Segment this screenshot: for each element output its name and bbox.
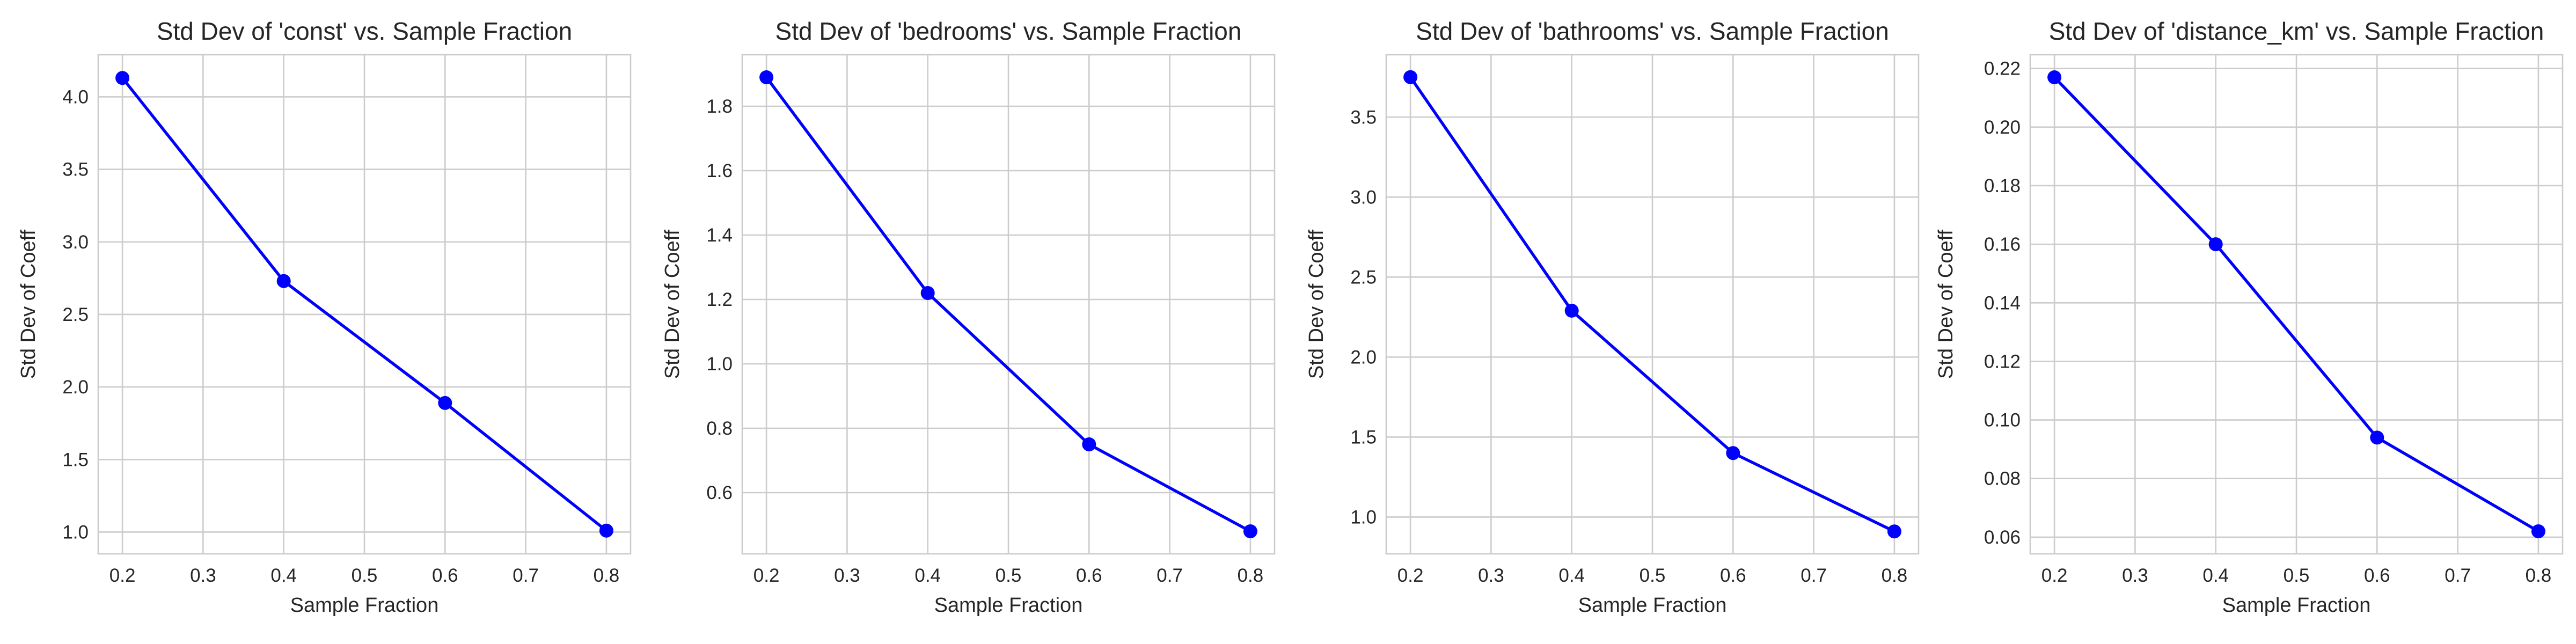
- x-tick-label: 0.4: [270, 565, 297, 586]
- x-tick-label: 0.8: [594, 565, 620, 586]
- data-point: [115, 71, 130, 85]
- x-axis-label: Sample Fraction: [2222, 594, 2371, 617]
- y-tick-label: 2.5: [1350, 267, 1377, 288]
- y-tick-label: 0.12: [1984, 351, 2021, 372]
- y-tick-label: 1.4: [706, 225, 733, 246]
- y-tick-label: 0.8: [706, 418, 733, 439]
- data-point: [1243, 524, 1257, 538]
- y-tick-label: 2.0: [1350, 347, 1377, 368]
- y-tick-label: 0.22: [1984, 58, 2021, 79]
- y-tick-label: 0.20: [1984, 117, 2021, 138]
- data-point: [438, 396, 452, 410]
- y-tick-label: 2.5: [62, 304, 89, 325]
- y-tick-label: 4.0: [62, 86, 89, 107]
- y-tick-label: 3.5: [1350, 107, 1377, 128]
- plot-frame: [1385, 54, 1920, 555]
- data-point: [2370, 430, 2384, 445]
- data-point: [599, 523, 613, 538]
- y-tick-label: 1.5: [62, 449, 89, 470]
- x-tick-label: 0.6: [432, 565, 458, 586]
- y-axis-label: Std Dev of Coeff: [1305, 230, 1328, 379]
- y-tick-label: 0.6: [706, 482, 733, 503]
- y-axis-label: Std Dev of Coeff: [1935, 230, 1957, 379]
- x-tick-label: 0.4: [1558, 565, 1585, 586]
- y-tick-label: 1.8: [706, 96, 733, 117]
- y-tick-label: 0.18: [1984, 175, 2021, 196]
- y-tick-label: 3.5: [62, 159, 89, 180]
- x-tick-label: 0.3: [834, 565, 860, 586]
- chart-title: Std Dev of 'distance_km' vs. Sample Frac…: [2049, 17, 2544, 45]
- x-tick-label: 0.7: [2445, 565, 2471, 586]
- y-tick-label: 2.0: [62, 377, 89, 398]
- data-point: [920, 286, 935, 300]
- x-tick-label: 0.6: [1076, 565, 1102, 586]
- x-tick-label: 0.5: [2284, 565, 2310, 586]
- x-axis-label: Sample Fraction: [1578, 594, 1727, 617]
- x-tick-label: 0.5: [352, 565, 378, 586]
- x-tick-label: 0.8: [1882, 565, 1908, 586]
- x-tick-label: 0.3: [190, 565, 216, 586]
- y-axis-label: Std Dev of Coeff: [661, 230, 684, 379]
- y-tick-label: 0.14: [1984, 292, 2021, 313]
- data-point: [1887, 524, 1901, 539]
- chart-panel-4: 0.06 0.08 0.10 0.12 0.14 0.16 0.18 0.20 0.22 0.2 0…: [1935, 17, 2564, 617]
- chart-title: Std Dev of 'bedrooms' vs. Sample Fractio…: [775, 17, 1242, 45]
- x-tick-label: 0.7: [1801, 565, 1827, 586]
- series-line: [1409, 75, 1896, 533]
- series-line: [2053, 76, 2540, 533]
- data-point: [1403, 70, 1418, 84]
- data-point: [1082, 437, 1096, 451]
- x-tick-label: 0.2: [1397, 565, 1424, 586]
- data-point: [2047, 70, 2062, 85]
- x-tick-label: 0.2: [2041, 565, 2068, 586]
- y-tick-label: 1.0: [62, 522, 89, 543]
- x-tick-label: 0.3: [2122, 565, 2148, 586]
- x-axis-label: Sample Fraction: [290, 594, 439, 617]
- x-tick-label: 0.7: [1157, 565, 1183, 586]
- chart-title: Std Dev of 'const' vs. Sample Fraction: [157, 17, 572, 45]
- data-point: [759, 70, 774, 84]
- chart-panel-2: 0.6 0.8 1.0 1.2 1.4 1.6 1.8 0.2 0.3 0.4 0.5 0.6 0.7 0…: [661, 17, 1276, 617]
- data-point: [1726, 446, 1740, 460]
- x-tick-label: 0.5: [996, 565, 1022, 586]
- x-tick-label: 0.5: [1640, 565, 1666, 586]
- x-tick-label: 0.7: [513, 565, 539, 586]
- y-tick-label: 0.10: [1984, 410, 2021, 431]
- data-point: [2531, 524, 2545, 538]
- chart-title: Std Dev of 'bathrooms' vs. Sample Fracti…: [1416, 17, 1889, 45]
- x-tick-label: 0.3: [1478, 565, 1504, 586]
- data-point: [276, 274, 291, 288]
- x-axis-label: Sample Fraction: [934, 594, 1083, 617]
- x-tick-label: 0.8: [2526, 565, 2552, 586]
- x-tick-label: 0.8: [1238, 565, 1264, 586]
- y-tick-label: 1.6: [706, 160, 733, 181]
- y-tick-label: 1.0: [1350, 507, 1377, 528]
- plot-frame: [2029, 54, 2564, 555]
- series-line: [765, 76, 1252, 533]
- y-tick-label: 0.16: [1984, 234, 2021, 255]
- plot-frame: [97, 54, 632, 555]
- y-tick-label: 3.0: [1350, 187, 1377, 208]
- x-tick-label: 0.2: [753, 565, 780, 586]
- y-tick-label: 1.2: [706, 289, 733, 310]
- plot-frame: [741, 54, 1276, 555]
- y-tick-label: 0.08: [1984, 469, 2021, 489]
- y-tick-label: 1.5: [1350, 427, 1377, 448]
- x-tick-label: 0.4: [914, 565, 941, 586]
- x-tick-label: 0.2: [109, 565, 136, 586]
- series-line: [121, 76, 608, 532]
- y-tick-label: 0.06: [1984, 527, 2021, 548]
- chart-panel-3: 1.0 1.5 2.0 2.5 3.0 3.5 0.2 0.3 0.4 0.5 0.6 0.7 0.8 S…: [1305, 17, 1920, 617]
- y-axis-label: Std Dev of Coeff: [17, 230, 40, 379]
- y-tick-label: 3.0: [62, 232, 89, 253]
- data-point: [1564, 303, 1579, 318]
- x-tick-label: 0.6: [2364, 565, 2390, 586]
- data-point: [2208, 237, 2223, 252]
- chart-panel-1: 1.0 1.5 2.0 2.5 3.0 3.5 4.0 0.2 0.3 0.4 0.5 0.6 0.7 0…: [17, 17, 632, 617]
- x-tick-label: 0.4: [2202, 565, 2229, 586]
- x-tick-label: 0.6: [1720, 565, 1746, 586]
- y-tick-label: 1.0: [706, 354, 733, 375]
